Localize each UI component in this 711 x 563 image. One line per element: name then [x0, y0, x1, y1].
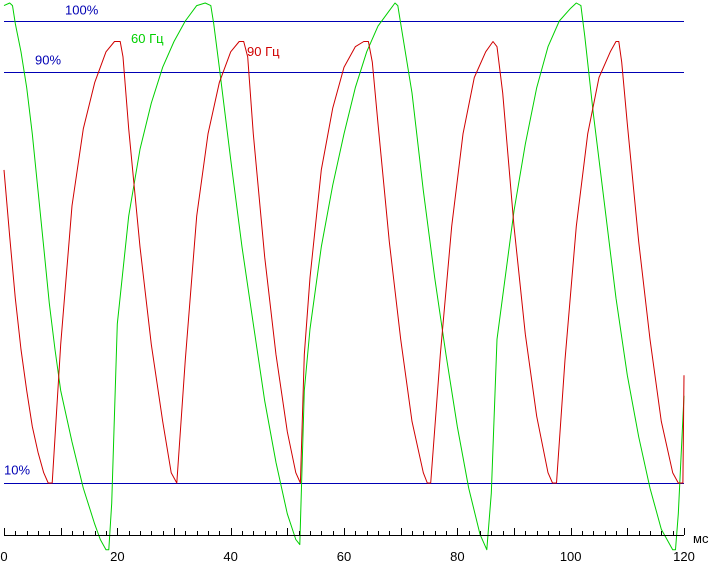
- x-axis-unit-label: мс: [693, 531, 709, 546]
- reference-label-10: 10%: [4, 463, 30, 478]
- series-line-60hz: [3, 2, 685, 551]
- reference-lines: [4, 21, 684, 484]
- x-tick-label: 100: [560, 549, 582, 563]
- series-label-90hz: 90 Гц: [247, 44, 280, 59]
- x-tick-label: 120: [673, 549, 695, 563]
- reference-label-90: 90%: [35, 53, 61, 68]
- series-label-60hz: 60 Гц: [131, 31, 164, 46]
- x-tick-label: 20: [110, 549, 124, 563]
- reference-label-100: 100%: [65, 3, 99, 18]
- x-tick-label: 0: [0, 549, 7, 563]
- series-layer: [3, 2, 685, 551]
- labels: 100% 90% 10% 60 Гц 90 Гц: [4, 3, 280, 478]
- x-tick-label: 40: [223, 549, 237, 563]
- x-tick-label: 80: [450, 549, 464, 563]
- x-axis: 0 20 40 60 80 100 120 мс: [0, 528, 709, 563]
- series-line-90hz: [3, 41, 685, 484]
- x-tick-label: 60: [337, 549, 351, 563]
